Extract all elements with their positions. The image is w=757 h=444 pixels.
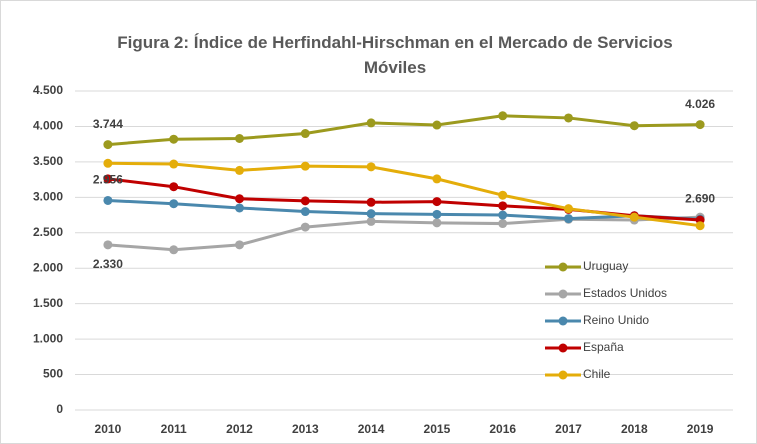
data-point	[432, 197, 442, 207]
y-tick-label: 2.500	[33, 225, 63, 239]
x-tick-label: 2014	[358, 422, 385, 436]
legend-marker	[558, 316, 568, 326]
data-point	[103, 240, 113, 250]
y-tick-label: 4.500	[33, 83, 63, 97]
legend-label: Uruguay	[583, 259, 628, 273]
data-point	[169, 245, 179, 255]
data-point	[235, 165, 244, 175]
data-point	[300, 129, 310, 139]
series-line	[107, 198, 701, 221]
data-label: 4.026	[685, 97, 715, 111]
x-tick-label: 2013	[292, 422, 319, 436]
y-tick-label: 2.000	[33, 260, 63, 274]
data-point	[300, 207, 310, 217]
data-point	[695, 120, 705, 130]
data-point	[300, 196, 310, 206]
data-label: 2.690	[685, 191, 715, 205]
legend-marker	[558, 289, 568, 299]
x-tick-label: 2015	[424, 422, 451, 436]
data-point	[366, 162, 376, 172]
series-line	[107, 161, 701, 228]
data-point	[432, 174, 442, 184]
data-point	[366, 216, 376, 226]
data-point	[169, 159, 179, 169]
data-point	[103, 174, 113, 184]
x-tick-label: 2016	[489, 422, 516, 436]
legend-label: Estados Unidos	[583, 286, 667, 300]
series-line	[107, 114, 701, 147]
y-tick-label: 500	[43, 367, 63, 381]
data-point	[235, 133, 244, 143]
x-tick-label: 2010	[95, 422, 122, 436]
legend-marker	[558, 343, 568, 353]
y-tick-label: 3.000	[33, 190, 63, 204]
y-tick-label: 1.000	[33, 331, 63, 345]
legend-label: España	[583, 340, 624, 354]
data-point	[169, 199, 179, 209]
data-point	[103, 158, 113, 168]
data-point	[366, 118, 376, 128]
data-point	[432, 209, 442, 219]
data-point	[103, 140, 113, 150]
data-point	[235, 203, 244, 213]
chart-title: Figura 2: Índice de Herfindahl-Hirschman…	[117, 33, 673, 77]
data-label: 2.956	[93, 173, 123, 187]
x-tick-label: 2012	[226, 422, 253, 436]
legend-marker	[558, 370, 568, 380]
data-point	[366, 209, 376, 219]
data-point	[498, 210, 508, 220]
y-tick-label: 0	[56, 402, 63, 416]
data-label: 2.330	[93, 257, 123, 271]
x-tick-label: 2019	[687, 422, 714, 436]
data-point	[169, 134, 179, 144]
x-tick-label: 2017	[555, 422, 582, 436]
y-tick-label: 3.500	[33, 154, 63, 168]
data-point	[629, 121, 639, 131]
data-point	[235, 240, 244, 250]
data-label: 3.744	[93, 117, 123, 131]
x-tick-label: 2011	[161, 422, 187, 436]
y-tick-label: 1.500	[33, 296, 63, 310]
data-point	[300, 222, 310, 232]
data-point	[498, 201, 508, 211]
y-tick-label: 4.000	[33, 119, 63, 133]
legend-label: Chile	[583, 367, 611, 381]
series-line	[107, 215, 701, 252]
data-point	[564, 214, 573, 224]
data-point	[169, 182, 179, 192]
legend-marker	[558, 262, 568, 272]
legend-label: Reino Unido	[583, 313, 649, 327]
data-point	[498, 111, 508, 121]
data-point	[103, 195, 113, 205]
data-point	[432, 120, 442, 130]
data-point	[300, 161, 310, 171]
data-point	[235, 194, 244, 204]
data-point	[629, 212, 639, 222]
data-point	[695, 221, 705, 231]
data-point	[498, 190, 508, 200]
data-point	[498, 219, 508, 229]
data-point	[564, 113, 573, 123]
x-tick-label: 2018	[621, 422, 648, 436]
data-point	[366, 197, 376, 207]
data-point	[432, 218, 442, 228]
data-point	[564, 204, 573, 214]
